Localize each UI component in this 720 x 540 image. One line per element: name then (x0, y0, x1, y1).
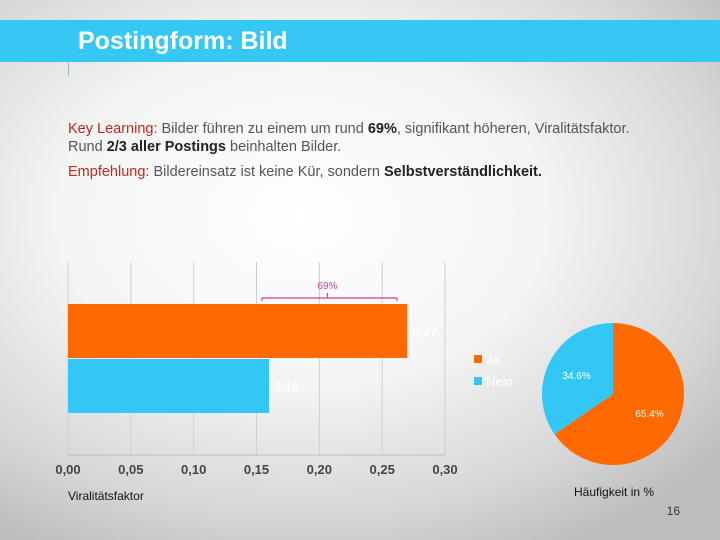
bar-x-tick-label: 0,05 (118, 462, 143, 477)
legend-swatch-ja (474, 355, 482, 363)
annotation-label: 69% (317, 281, 337, 292)
bar-x-tick-label: 0,25 (370, 462, 395, 477)
recommendation-text-1: Bildereinsatz ist keine Kür, sondern (149, 164, 384, 180)
bar-x-tick-label: 0,15 (244, 462, 269, 477)
key-learning-text-1: Bilder führen zu einem um rund (157, 121, 368, 137)
bar-x-tick-label: 0,10 (181, 462, 206, 477)
recommendation-paragraph: Empfehlung: Bildereinsatz ist keine Kür,… (68, 163, 668, 181)
recommendation-label: Empfehlung: (68, 164, 150, 180)
legend-label-nein: Nein (486, 373, 513, 389)
bar-x-tick-label: 0,00 (55, 462, 80, 477)
pie-slice-label: 65.4% (635, 409, 663, 420)
pie-legend: Ja Nein (474, 348, 513, 392)
pie-slice-nein (541, 323, 613, 435)
bar-x-tick-label: 0,30 (432, 462, 457, 477)
bar-data-label: 0,27 (412, 324, 437, 339)
pie-slice-ja (554, 323, 684, 465)
key-learning-highlight-1: 69% (367, 121, 397, 137)
annotation-bracket (261, 297, 398, 301)
bar-nein (68, 359, 270, 413)
title-divider (68, 62, 69, 76)
key-learning-label: Key Learning: (68, 121, 158, 137)
key-learning-paragraph: Key Learning: Bilder führen zu einem um … (68, 120, 668, 156)
key-learning-text-3: beinhalten Bilder. (225, 139, 342, 155)
key-learning-text-2: , signifikant höheren, Viralitätsfaktor.… (68, 121, 630, 155)
bar-ja (68, 304, 408, 358)
legend-label-ja: Ja (486, 351, 500, 367)
recommendation-highlight-1: Selbstverständlichkeit. (383, 164, 542, 180)
bar-x-tick-label: 0,20 (307, 462, 332, 477)
legend-item-ja: Ja (474, 348, 513, 370)
pie-chart-title: Häufigkeit in % (574, 485, 655, 499)
page-number: 16 (666, 504, 680, 518)
bar-chart-xlabel: Viralitätsfaktor (68, 489, 144, 503)
legend-swatch-nein (474, 377, 482, 385)
legend-item-nein: Nein (474, 370, 513, 392)
slide-title: Postingform: Bild (78, 27, 288, 55)
bar-data-label: 0,16 (274, 379, 299, 394)
title-bar: Postingform: Bild (0, 20, 720, 62)
key-learning-highlight-2: 2/3 aller Postings (106, 139, 226, 155)
pie-slice-label: 34.6% (562, 371, 590, 382)
